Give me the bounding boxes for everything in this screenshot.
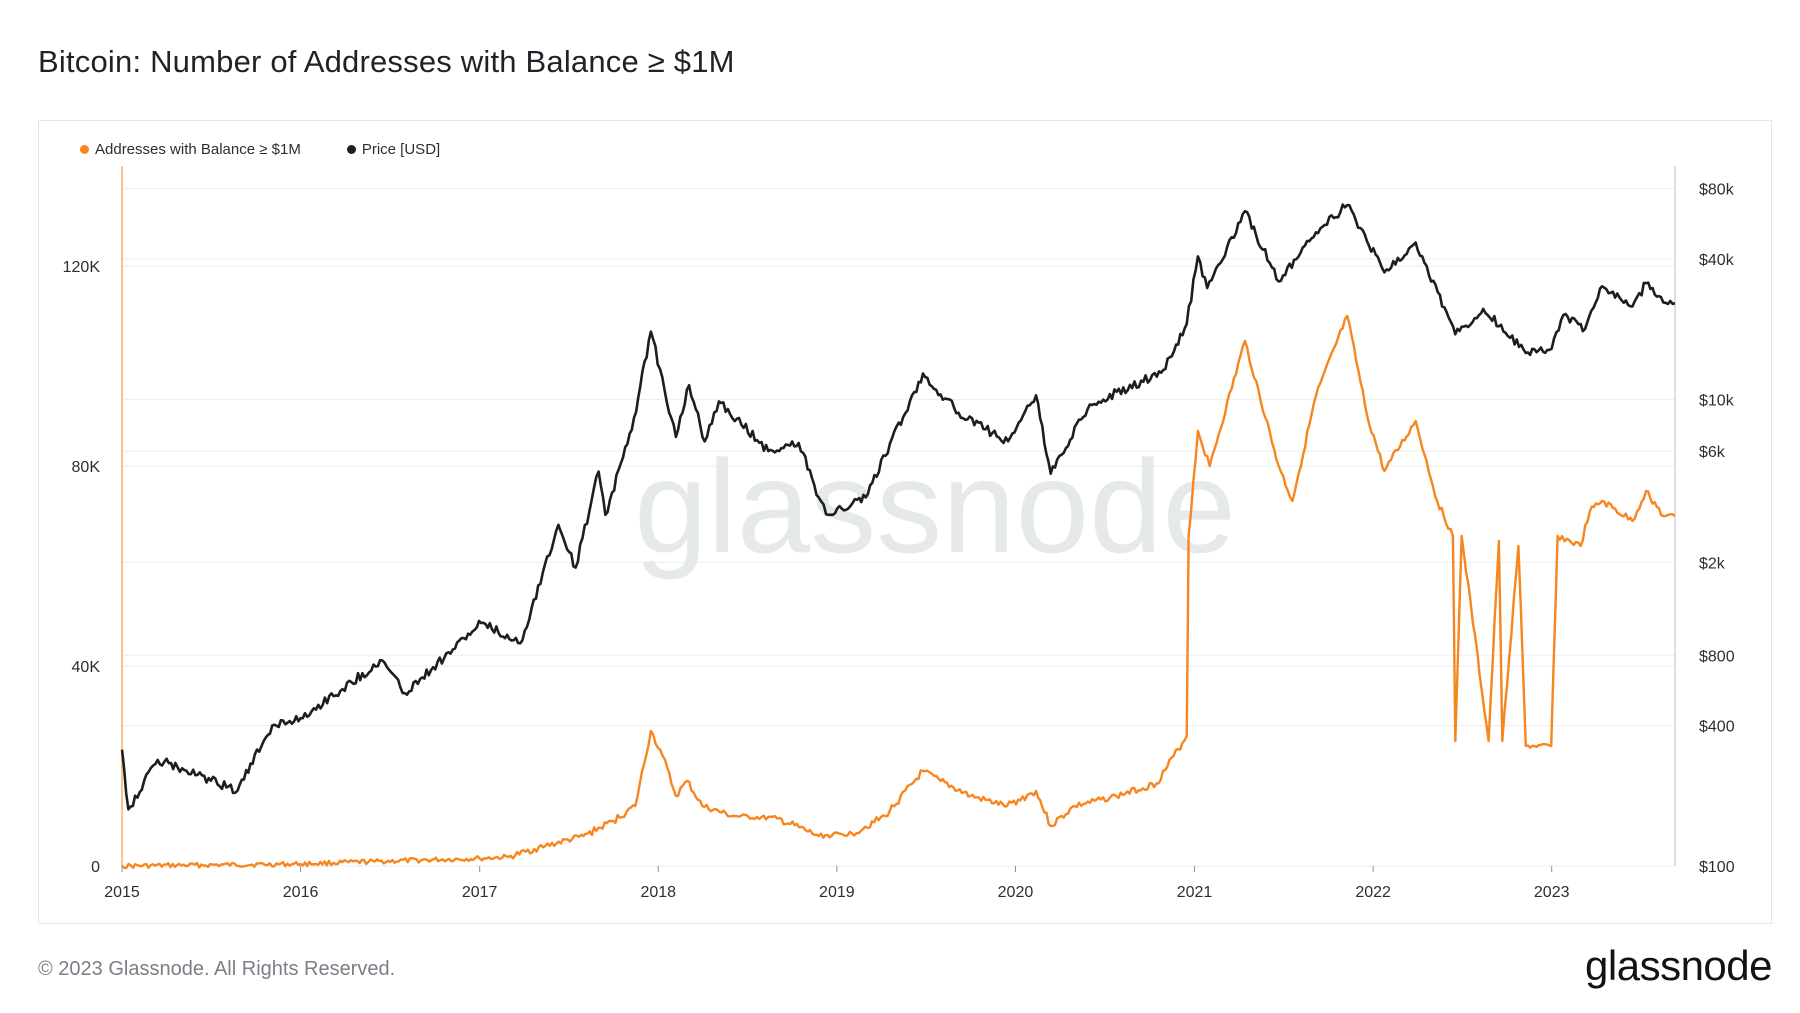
series-line-price: [120, 203, 1676, 811]
x-tick-label: 2019: [819, 884, 855, 901]
glassnode-logo[interactable]: glassnode: [1585, 942, 1772, 989]
left-tick-label: 120K: [63, 259, 101, 276]
x-tick-label: 2022: [1355, 884, 1391, 901]
chart-title: Bitcoin: Number of Addresses with Balanc…: [38, 44, 735, 79]
right-tick-label: $6k: [1699, 444, 1726, 461]
right-tick-label: $80k: [1699, 182, 1735, 199]
gridlines: [122, 188, 1675, 867]
x-tick-label: 2017: [462, 884, 498, 901]
legend: Addresses with Balance ≥ $1M Price [USD]: [80, 141, 440, 158]
right-tick-label: $2k: [1699, 555, 1726, 572]
legend-dot-price: [346, 145, 356, 154]
x-axis-ticks: 2015 2016 2017 2018 2019 2020 2021 2022 2023: [104, 866, 1570, 901]
x-tick-label: 2015: [104, 884, 140, 901]
legend-dot-addresses: [80, 145, 89, 154]
right-tick-label: $40k: [1699, 252, 1735, 269]
legend-label-price: Price [USD]: [361, 141, 441, 158]
right-tick-label: $800: [1699, 648, 1735, 665]
chart-frame: [38, 120, 1772, 924]
right-tick-label: $400: [1699, 719, 1735, 736]
right-tick-label: $10k: [1699, 392, 1735, 409]
right-tick-label: $100: [1699, 859, 1735, 876]
watermark: glassnode: [634, 433, 1236, 580]
right-axis-ticks: $100 $400 $800 $2k $6k $10k $40k $80k: [1699, 182, 1735, 876]
series-line-addresses: [121, 314, 1676, 870]
x-tick-label: 2018: [640, 884, 676, 901]
x-tick-label: 2020: [998, 884, 1034, 901]
left-tick-label: 80K: [72, 459, 101, 476]
left-tick-label: 0: [91, 859, 100, 876]
x-tick-label: 2021: [1177, 884, 1213, 901]
copyright-footer: © 2023 Glassnode. All Rights Reserved.: [38, 958, 396, 980]
x-tick-label: 2023: [1534, 884, 1570, 901]
left-tick-label: 40K: [72, 659, 101, 676]
x-tick-label: 2016: [283, 884, 319, 901]
legend-item-price[interactable]: Price [USD]: [346, 141, 441, 158]
left-axis-ticks: 0 40K 80K 120K: [63, 259, 101, 876]
legend-item-addresses[interactable]: Addresses with Balance ≥ $1M: [80, 141, 301, 158]
legend-label-addresses: Addresses with Balance ≥ $1M: [95, 141, 301, 158]
